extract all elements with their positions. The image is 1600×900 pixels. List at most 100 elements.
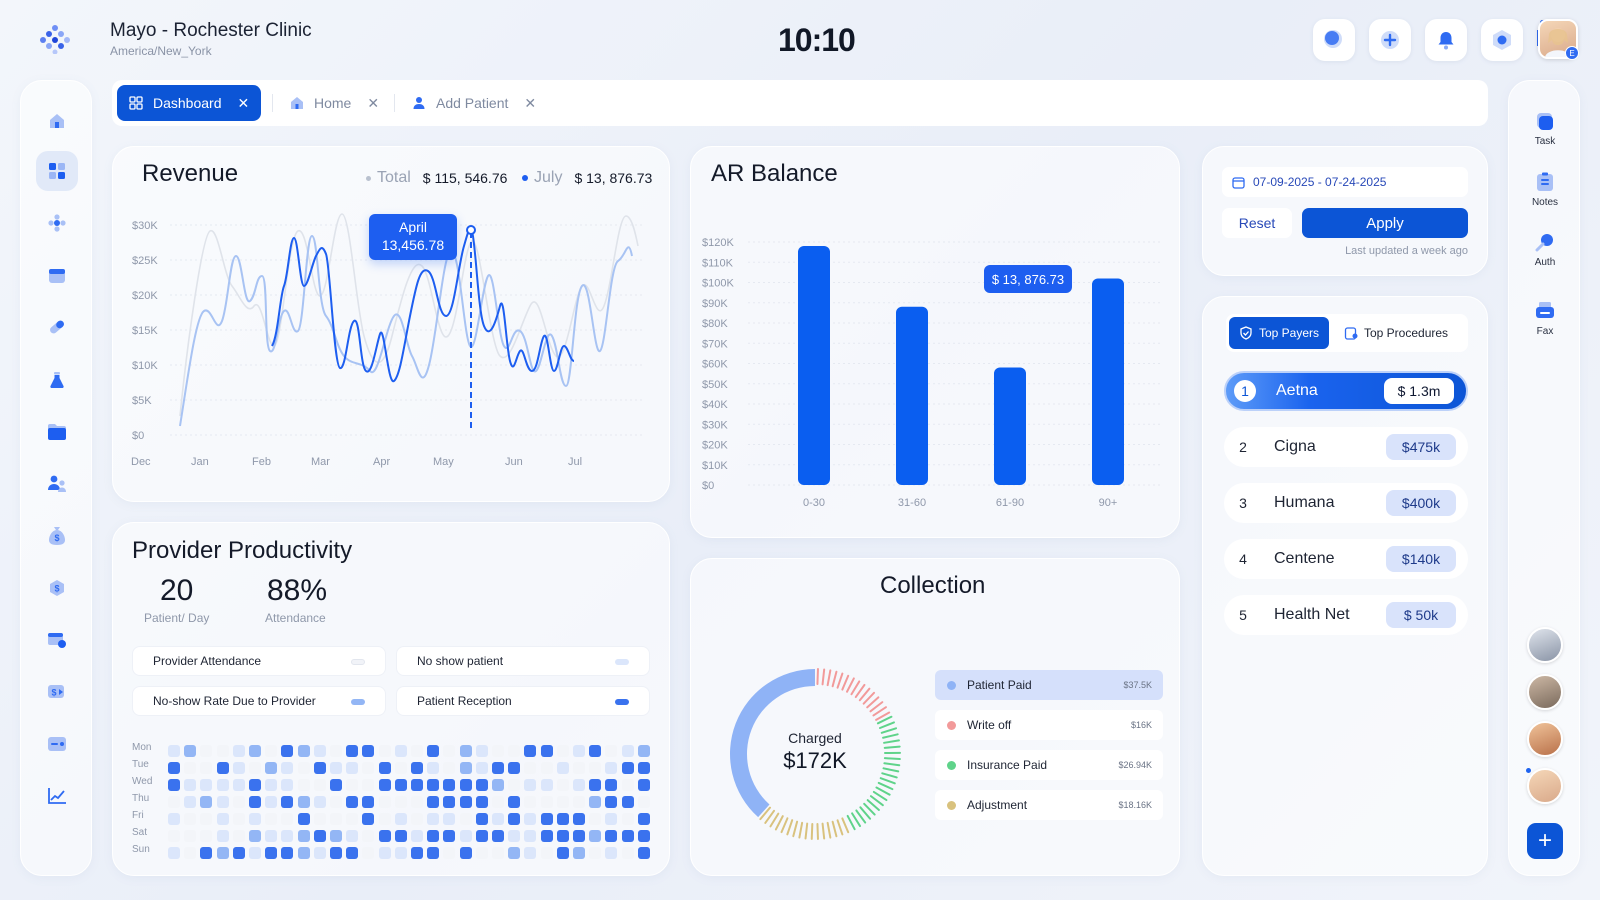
heatmap-cell: [508, 796, 521, 808]
collection-item-patient-paid[interactable]: Patient Paid $37.5K: [935, 670, 1163, 700]
heatmap-cell: [394, 762, 407, 774]
tab-divider: [272, 94, 273, 112]
donut-center: Charged $172K: [725, 730, 905, 774]
donut-tick: [841, 674, 850, 691]
y-tick: $30K: [132, 220, 158, 232]
heatmap-cell: [573, 847, 585, 859]
heatmap-cell: [459, 830, 472, 842]
close-icon[interactable]: ✕: [524, 94, 537, 111]
heatmap-cell: [216, 779, 229, 791]
team-icon: [48, 214, 66, 232]
collection-item-value: $16K: [1130, 720, 1152, 730]
date-range-picker[interactable]: 07-09-2025 - 07-24-2025: [1222, 167, 1468, 197]
sidebar-item-billing[interactable]: $: [36, 516, 78, 556]
tab-dashboard[interactable]: Dashboard ✕: [117, 85, 262, 121]
close-icon[interactable]: ✕: [367, 94, 380, 111]
heatmap-cell: [281, 762, 294, 774]
grid-icon: [129, 96, 143, 110]
add-member-button[interactable]: +: [1527, 823, 1563, 859]
payer-rank: 4: [1239, 551, 1247, 567]
sidebar-item-fax[interactable]: Fax: [1509, 301, 1581, 337]
bar[interactable]: [1092, 278, 1124, 485]
sidebar-item-lab[interactable]: [36, 360, 78, 400]
sidebar-item-transfers[interactable]: $: [36, 672, 78, 712]
payer-row[interactable]: 1 Aetna $ 1.3m: [1224, 371, 1468, 411]
legend-label: Patient Reception: [417, 694, 512, 708]
bar[interactable]: [994, 367, 1026, 485]
heatmap-cell: [508, 779, 521, 791]
user-avatar[interactable]: E: [1538, 19, 1579, 60]
heatmap-day-label: Wed: [132, 776, 153, 787]
sidebar-item-home[interactable]: [36, 101, 78, 141]
sidebar-item-patients[interactable]: [36, 464, 78, 504]
x-tick: 90+: [1099, 497, 1118, 509]
tab-dashboard-label: Dashboard: [153, 95, 222, 111]
payer-name: Cigna: [1274, 438, 1316, 455]
tab-bar: Dashboard ✕ Home ✕ Add Patient ✕: [112, 80, 1488, 126]
tab-add-patient[interactable]: Add Patient ✕: [400, 85, 548, 121]
donut-tick: [862, 691, 876, 705]
close-icon[interactable]: ✕: [237, 94, 250, 111]
notifications-button[interactable]: [1425, 19, 1467, 61]
heatmap-cell: [200, 847, 213, 859]
add-button[interactable]: [1369, 19, 1411, 61]
heatmap-cell: [200, 745, 213, 757]
heatmap-cell: [346, 796, 359, 808]
team-avatar[interactable]: [1527, 674, 1563, 710]
collection-item-value: $18.16K: [1118, 800, 1152, 810]
svg-text:$: $: [54, 584, 59, 594]
settings-button[interactable]: [1481, 19, 1523, 61]
sidebar-item-payments[interactable]: $: [36, 568, 78, 608]
heatmap-cell: [492, 830, 504, 842]
tab-home[interactable]: Home ✕: [278, 85, 391, 121]
payer-name: Health Net: [1274, 606, 1350, 623]
sidebar-item-notes[interactable]: Notes: [1509, 172, 1581, 208]
collection-item-write-off[interactable]: Write off $16K: [935, 710, 1163, 740]
y-tick: $25K: [132, 255, 158, 267]
tooltip-value: 13,456.78: [381, 237, 445, 253]
sidebar-item-files[interactable]: [36, 412, 78, 452]
revenue-title: Revenue: [142, 160, 239, 187]
donut-tick: [836, 672, 844, 689]
tab-top-procedures[interactable]: Top Procedures: [1334, 317, 1458, 349]
sidebar-item-schedule[interactable]: [36, 620, 78, 660]
heatmap-cell: [281, 830, 294, 842]
team-avatar[interactable]: [1527, 627, 1563, 663]
payer-name: Aetna: [1276, 382, 1318, 399]
collection-item-insurance-paid[interactable]: Insurance Paid $26.94K: [935, 750, 1163, 780]
payer-row[interactable]: 3 Humana $400k: [1224, 483, 1468, 523]
sidebar-item-task[interactable]: Task: [1509, 111, 1581, 147]
bar[interactable]: [896, 306, 928, 485]
sidebar-item-auth[interactable]: Auth: [1509, 232, 1581, 268]
payer-row[interactable]: 5 Health Net $ 50k: [1224, 595, 1468, 635]
donut-tick: [882, 767, 900, 773]
legend-no-show-patient: No show patient: [396, 646, 650, 676]
sidebar-item-calendar[interactable]: [36, 255, 78, 295]
sidebar-item-team[interactable]: [36, 203, 78, 243]
heatmap-cell: [216, 796, 229, 808]
heatmap-cell: [216, 830, 229, 842]
reset-button[interactable]: Reset: [1222, 208, 1292, 238]
heatmap-cell: [281, 779, 294, 791]
payer-row[interactable]: 4 Centene $140k: [1224, 539, 1468, 579]
heatmap-cell: [378, 813, 391, 825]
sidebar-item-analytics[interactable]: [36, 776, 78, 816]
heatmap-cell: [232, 745, 245, 757]
tab-top-payers[interactable]: Top Payers: [1229, 317, 1330, 349]
sidebar-item-dashboard[interactable]: [36, 151, 78, 191]
bar[interactable]: [798, 246, 830, 485]
heatmap-cell: [313, 796, 326, 808]
payer-row[interactable]: 2 Cigna $475k: [1224, 427, 1468, 467]
collection-item-adjustment[interactable]: Adjustment $18.16K: [935, 790, 1163, 820]
clinic-timezone: America/New_York: [110, 44, 212, 58]
apply-button[interactable]: Apply: [1302, 208, 1468, 238]
team-avatar[interactable]: [1527, 721, 1563, 757]
sidebar-item-medication[interactable]: [36, 307, 78, 347]
legend-total-label: Total: [377, 169, 411, 186]
team-avatar[interactable]: [1527, 768, 1563, 804]
user-icon: [413, 97, 425, 109]
sidebar-item-cards[interactable]: [36, 724, 78, 764]
heatmap-cell: [184, 813, 197, 825]
search-button[interactable]: [1313, 19, 1355, 61]
payer-amount: $140k: [1386, 546, 1456, 572]
